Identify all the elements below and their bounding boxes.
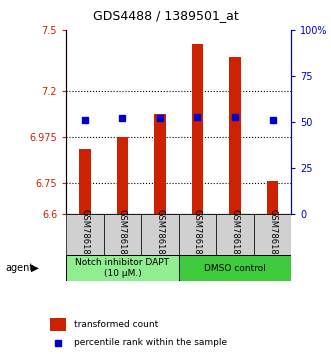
Bar — [50, 318, 66, 331]
Bar — [229, 57, 241, 214]
Text: transformed count: transformed count — [74, 320, 158, 329]
Text: GDS4488 / 1389501_at: GDS4488 / 1389501_at — [93, 9, 238, 22]
Text: GSM786186: GSM786186 — [230, 209, 240, 260]
Bar — [154, 114, 166, 214]
Text: Notch inhibitor DAPT
(10 μM.): Notch inhibitor DAPT (10 μM.) — [75, 258, 169, 278]
FancyBboxPatch shape — [179, 214, 216, 255]
FancyBboxPatch shape — [254, 214, 291, 255]
FancyBboxPatch shape — [104, 214, 141, 255]
FancyBboxPatch shape — [66, 255, 179, 281]
Text: GSM786183: GSM786183 — [118, 209, 127, 260]
FancyBboxPatch shape — [141, 214, 179, 255]
Bar — [267, 182, 278, 214]
Text: GSM786185: GSM786185 — [193, 209, 202, 260]
Text: DMSO control: DMSO control — [204, 264, 266, 273]
Text: percentile rank within the sample: percentile rank within the sample — [74, 338, 227, 347]
Bar — [192, 44, 203, 214]
FancyBboxPatch shape — [216, 214, 254, 255]
Text: agent: agent — [5, 263, 33, 273]
FancyBboxPatch shape — [66, 214, 104, 255]
Text: GSM786187: GSM786187 — [268, 209, 277, 260]
Bar — [117, 137, 128, 214]
Text: ▶: ▶ — [31, 263, 39, 273]
FancyBboxPatch shape — [179, 255, 291, 281]
Text: GSM786182: GSM786182 — [80, 209, 89, 260]
Bar — [79, 149, 91, 214]
Text: GSM786184: GSM786184 — [156, 209, 165, 260]
